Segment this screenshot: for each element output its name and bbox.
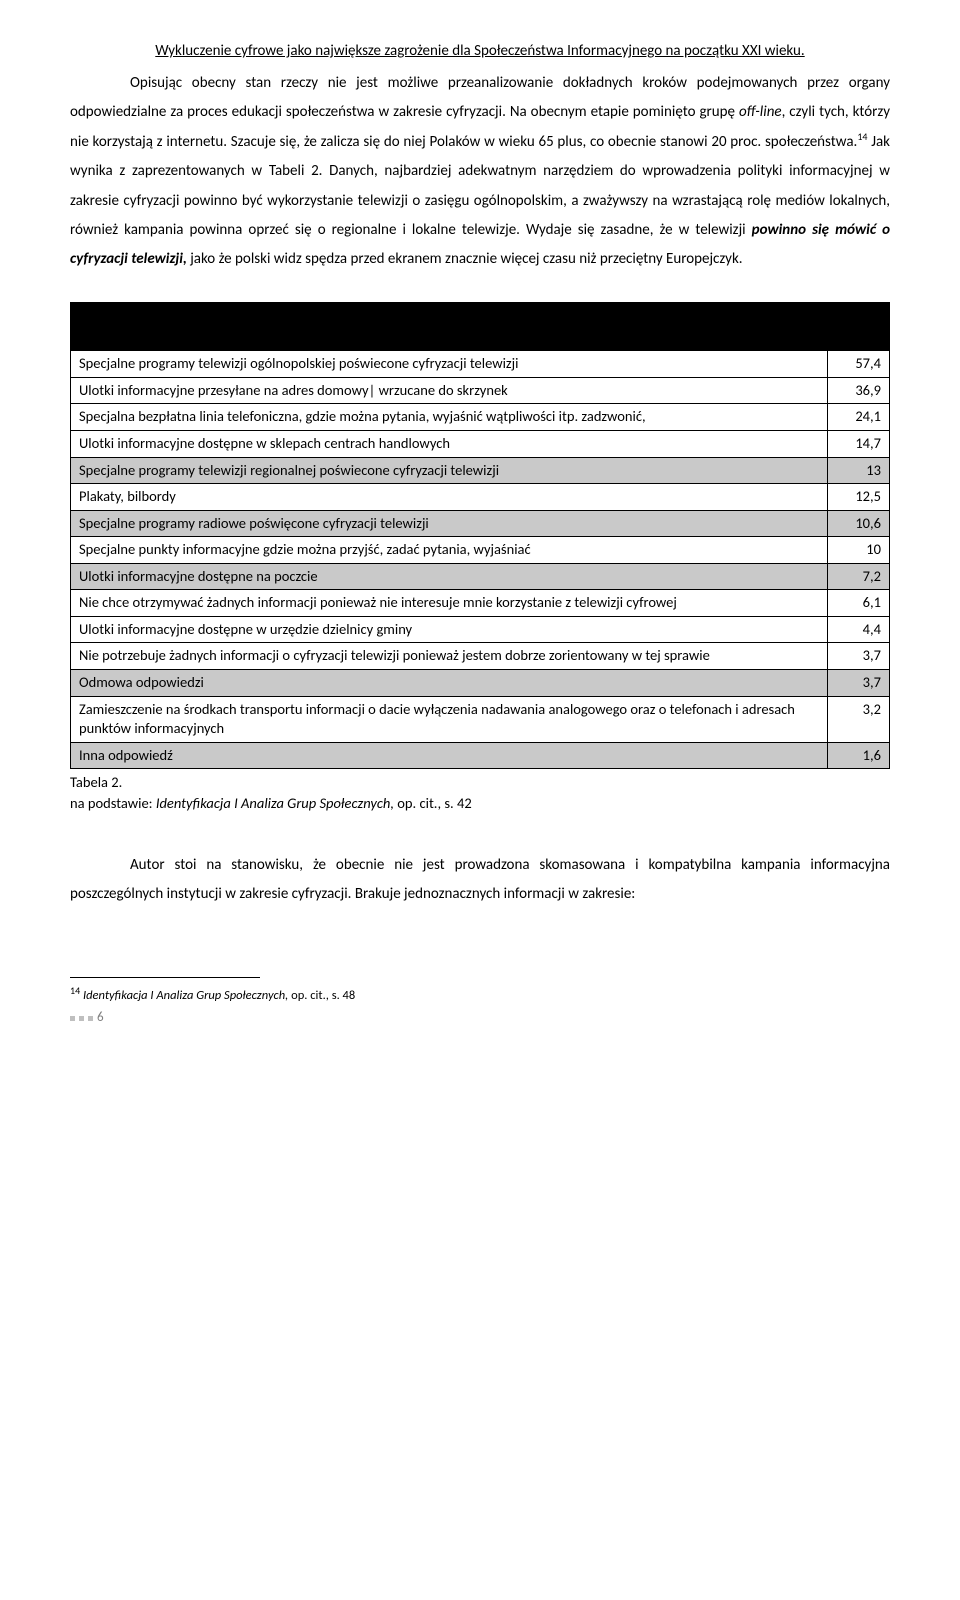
- caption-italic: Identyfikacja I Analiza Grup Społecznych…: [156, 794, 397, 812]
- caption-b: na podstawie:: [70, 794, 156, 812]
- dot-icon: [70, 1016, 75, 1021]
- row-label: Nie potrzebuje żadnych informacji o cyfr…: [71, 643, 828, 670]
- footnote-rest: op. cit., s. 48: [291, 989, 355, 1004]
- table-row: Inna odpowiedź1,6: [71, 742, 890, 769]
- row-value: 24,1: [828, 404, 890, 431]
- caption-a: Tabela 2.: [70, 773, 122, 791]
- row-label: Ulotki informacyjne przesyłane na adres …: [71, 377, 828, 404]
- row-value: 1,6: [828, 742, 890, 769]
- row-label: Ulotki informacyjne dostępne w sklepach …: [71, 430, 828, 457]
- paragraph-1: Opisując obecny stan rzeczy nie jest moż…: [70, 69, 890, 275]
- table-row: Odmowa odpowiedzi3,7: [71, 670, 890, 697]
- row-label: Ulotki informacyjne dostępne w urzędzie …: [71, 616, 828, 643]
- table-row: Nie potrzebuje żadnych informacji o cyfr…: [71, 643, 890, 670]
- row-label: Specjalne programy radiowe poświęcone cy…: [71, 510, 828, 537]
- table-row: Ulotki informacyjne dostępne w urzędzie …: [71, 616, 890, 643]
- table-caption: Tabela 2. na podstawie: Identyfikacja I …: [70, 772, 890, 813]
- row-value: 57,4: [828, 351, 890, 378]
- row-value: 3,7: [828, 643, 890, 670]
- table-row: Specjalne programy radiowe poświęcone cy…: [71, 510, 890, 537]
- row-label: Specjalne programy telewizji regionalnej…: [71, 457, 828, 484]
- row-label: Specjalna bezpłatna linia telefoniczna, …: [71, 404, 828, 431]
- dot-icon: [88, 1016, 93, 1021]
- row-value: 13: [828, 457, 890, 484]
- row-label: Inna odpowiedź: [71, 742, 828, 769]
- caption-c: op. cit., s. 42: [397, 794, 471, 812]
- row-label: Zamieszczenie na środkach transportu inf…: [71, 696, 828, 742]
- row-label: Plakaty, bilbordy: [71, 484, 828, 511]
- p1-text-d: jako że polski widz spędza przed ekranem…: [187, 250, 743, 268]
- row-label: Nie chce otrzymywać żadnych informacji p…: [71, 590, 828, 617]
- row-value: 10: [828, 537, 890, 564]
- th-value: [828, 303, 890, 351]
- row-value: 36,9: [828, 377, 890, 404]
- table-row: Specjalne punkty informacyjne gdzie możn…: [71, 537, 890, 564]
- table-row: Plakaty, bilbordy12,5: [71, 484, 890, 511]
- table-row: Specjalna bezpłatna linia telefoniczna, …: [71, 404, 890, 431]
- th-label: [71, 303, 828, 351]
- row-value: 4,4: [828, 616, 890, 643]
- page-number: 6: [70, 1008, 890, 1028]
- footnote-italic: Identyfikacja I Analiza Grup Społecznych…: [80, 989, 291, 1004]
- row-label: Specjalne punkty informacyjne gdzie możn…: [71, 537, 828, 564]
- row-value: 3,2: [828, 696, 890, 742]
- p1-offline: off-line: [739, 103, 782, 121]
- table-row: Nie chce otrzymywać żadnych informacji p…: [71, 590, 890, 617]
- row-value: 12,5: [828, 484, 890, 511]
- row-label: Ulotki informacyjne dostępne na poczcie: [71, 563, 828, 590]
- data-table: Specjalne programy telewizji ogólnopolsk…: [70, 302, 890, 769]
- page-header-title: Wykluczenie cyfrowe jako największe zagr…: [70, 40, 890, 63]
- table-row: Specjalne programy telewizji ogólnopolsk…: [71, 351, 890, 378]
- row-label: Odmowa odpowiedzi: [71, 670, 828, 697]
- page-num-value: 6: [97, 1008, 104, 1028]
- row-value: 7,2: [828, 563, 890, 590]
- table-row: Ulotki informacyjne przesyłane na adres …: [71, 377, 890, 404]
- footnote-separator: [70, 977, 260, 978]
- table-row: Ulotki informacyjne dostępne w sklepach …: [71, 430, 890, 457]
- dot-icon: [79, 1016, 84, 1021]
- table-row: Ulotki informacyjne dostępne na poczcie7…: [71, 563, 890, 590]
- row-value: 6,1: [828, 590, 890, 617]
- table-container: Specjalne programy telewizji ogólnopolsk…: [70, 302, 890, 813]
- table-row: Zamieszczenie na środkach transportu inf…: [71, 696, 890, 742]
- paragraph-2: Autor stoi na stanowisku, że obecnie nie…: [70, 851, 890, 910]
- footnote-ref-14: 14: [857, 130, 867, 143]
- footnote-num: 14: [70, 984, 80, 997]
- row-value: 14,7: [828, 430, 890, 457]
- table-row: Specjalne programy telewizji regionalnej…: [71, 457, 890, 484]
- row-label: Specjalne programy telewizji ogólnopolsk…: [71, 351, 828, 378]
- footnote-14: 14 Identyfikacja I Analiza Grup Społeczn…: [70, 983, 890, 1006]
- row-value: 3,7: [828, 670, 890, 697]
- row-value: 10,6: [828, 510, 890, 537]
